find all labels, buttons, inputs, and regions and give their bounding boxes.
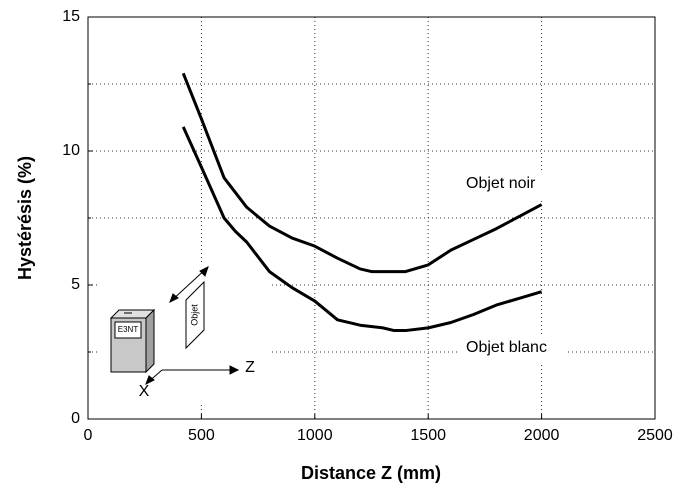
object-plate bbox=[185, 280, 205, 350]
sensor-label: E3NT bbox=[118, 325, 139, 334]
x-tick-label: 2000 bbox=[524, 427, 560, 444]
x-axis-title: Distance Z (mm) bbox=[301, 463, 441, 483]
series-label: Objet noir bbox=[466, 175, 536, 192]
label-bg bbox=[458, 334, 568, 364]
y-tick-label: 15 bbox=[62, 8, 80, 25]
series-line bbox=[181, 126, 543, 333]
object-label: Objet bbox=[189, 304, 199, 326]
arrow-head bbox=[169, 293, 179, 304]
x-tick-label: 1000 bbox=[297, 427, 333, 444]
sensor-label-box bbox=[114, 321, 142, 339]
x-tick-label: 500 bbox=[188, 427, 215, 444]
arrow-head bbox=[229, 365, 240, 375]
x-tick-label: 1500 bbox=[410, 427, 446, 444]
y-tick-label: 10 bbox=[62, 142, 80, 159]
sensor-side bbox=[145, 308, 155, 374]
series-line bbox=[181, 72, 543, 274]
y-tick-label: 0 bbox=[71, 410, 80, 427]
label-bg bbox=[458, 170, 558, 198]
label-backgrounds bbox=[100, 170, 568, 402]
x-tick-label: 2500 bbox=[637, 427, 673, 444]
sensor-diagram bbox=[109, 266, 240, 386]
x-tick-label: 0 bbox=[84, 427, 93, 444]
y-tick-label: 5 bbox=[71, 276, 80, 293]
arrow-head bbox=[199, 266, 209, 277]
axis-z-label: Z bbox=[245, 359, 255, 376]
y-axis-title: Hystérésis (%) bbox=[15, 156, 35, 280]
arrow-head bbox=[145, 375, 155, 386]
axis-x-label: X bbox=[139, 383, 150, 400]
series-label: Objet blanc bbox=[466, 339, 547, 356]
